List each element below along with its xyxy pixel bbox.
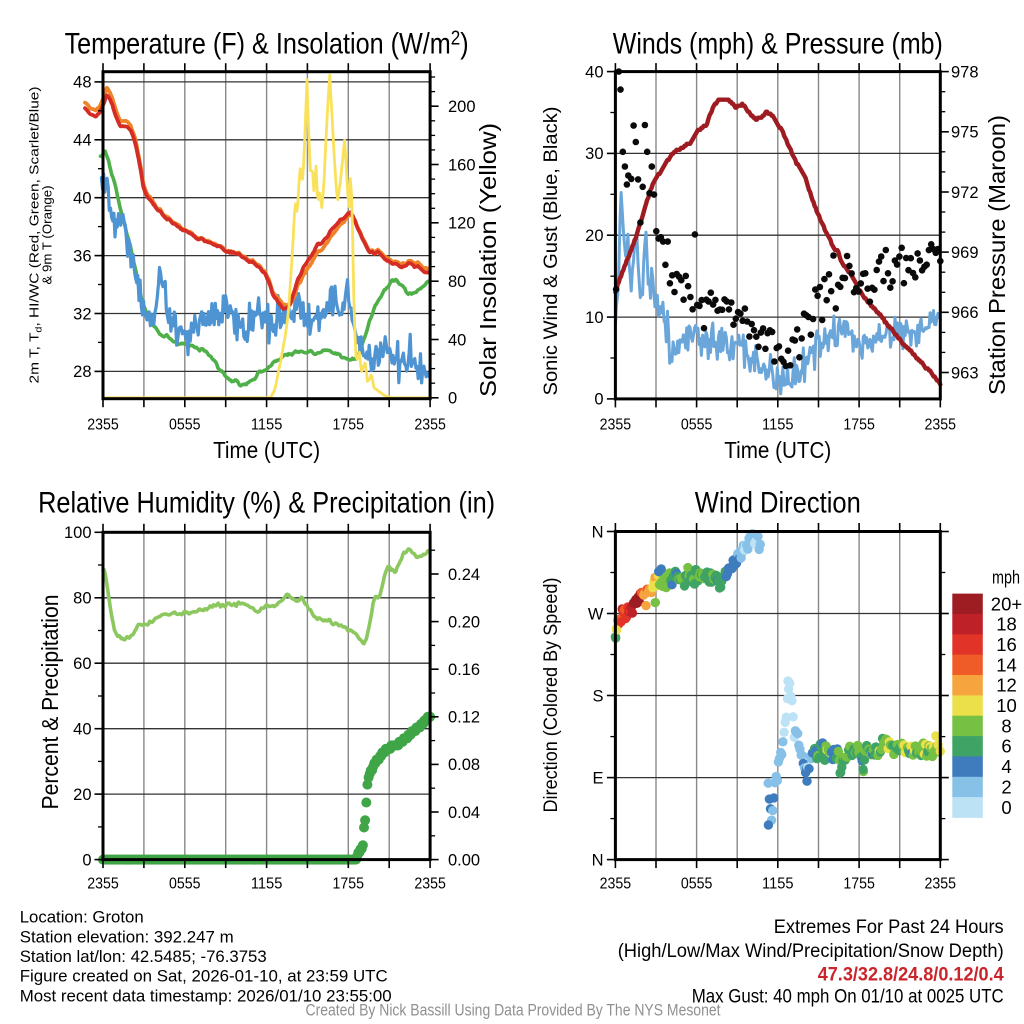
svg-text:200: 200 [448, 98, 476, 116]
svg-text:100: 100 [64, 524, 92, 542]
svg-text:Figure created on Sat, 2026-01: Figure created on Sat, 2026-01-10, at 23… [20, 967, 388, 986]
svg-text:Percent & Precipitation: Percent & Precipitation [37, 595, 63, 810]
svg-text:80: 80 [73, 590, 91, 608]
svg-text:6: 6 [1001, 736, 1011, 757]
svg-text:0.04: 0.04 [448, 804, 480, 822]
svg-text:16: 16 [996, 634, 1017, 655]
svg-text:0: 0 [1001, 797, 1011, 818]
svg-text:47.3/32.8/24.8/0.12/0.4: 47.3/32.8/24.8/0.12/0.4 [818, 964, 1004, 985]
svg-text:0.00: 0.00 [448, 851, 480, 869]
svg-text:0.12: 0.12 [448, 709, 480, 727]
svg-text:44: 44 [73, 132, 91, 150]
svg-text:2355: 2355 [414, 876, 446, 893]
svg-text:S: S [592, 687, 603, 705]
svg-text:Relative Humidity (%) & Precip: Relative Humidity (%) & Precipitation (i… [38, 487, 495, 520]
svg-text:14: 14 [996, 654, 1017, 675]
svg-text:2355: 2355 [87, 417, 119, 434]
svg-text:Created By Nick Bassill Using: Created By Nick Bassill Using Data Provi… [306, 1002, 721, 1020]
svg-text:978: 978 [951, 63, 979, 81]
svg-text:20: 20 [73, 786, 91, 804]
svg-text:N: N [592, 523, 604, 541]
svg-text:20: 20 [585, 227, 603, 245]
svg-text:2355: 2355 [414, 417, 446, 434]
svg-text:2355: 2355 [925, 417, 957, 434]
svg-text:1755: 1755 [333, 876, 365, 893]
svg-text:0.20: 0.20 [448, 613, 480, 631]
svg-text:1155: 1155 [762, 876, 794, 893]
svg-text:2m T, Td, HI/WC (Red, Green, S: 2m T, Td, HI/WC (Red, Green, Scarlet/Blu… [27, 87, 44, 384]
svg-text:Direction (Colored By Speed): Direction (Colored By Speed) [541, 578, 562, 813]
svg-text:0.08: 0.08 [448, 756, 480, 774]
svg-text:0: 0 [448, 390, 457, 408]
svg-text:0555: 0555 [681, 417, 713, 434]
svg-text:120: 120 [448, 215, 476, 233]
svg-text:80: 80 [448, 273, 466, 291]
svg-text:2355: 2355 [600, 876, 632, 893]
svg-text:1755: 1755 [843, 417, 875, 434]
svg-text:E: E [592, 769, 603, 787]
svg-text:963: 963 [951, 364, 979, 382]
svg-text:40: 40 [585, 63, 603, 81]
svg-text:N: N [592, 851, 604, 869]
svg-text:2355: 2355 [600, 417, 632, 434]
svg-text:Location: Groton: Location: Groton [20, 908, 144, 927]
svg-text:966: 966 [951, 304, 979, 322]
svg-text:0555: 0555 [169, 417, 201, 434]
svg-text:W: W [588, 605, 604, 623]
svg-text:0555: 0555 [681, 876, 713, 893]
svg-text:1755: 1755 [843, 876, 875, 893]
svg-text:32: 32 [73, 305, 91, 323]
svg-text:10: 10 [585, 309, 603, 327]
svg-text:Time (UTC): Time (UTC) [213, 437, 320, 463]
svg-text:& 9m T (Orange): & 9m T (Orange) [40, 186, 55, 285]
svg-text:0: 0 [594, 391, 603, 409]
svg-text:40: 40 [73, 721, 91, 739]
svg-text:10: 10 [996, 695, 1017, 716]
svg-text:Max Gust: 40 mph On 01/10 at 0: Max Gust: 40 mph On 01/10 at 0025 UTC [692, 986, 1004, 1007]
svg-text:Extremes For Past 24 Hours: Extremes For Past 24 Hours [774, 917, 1004, 938]
svg-text:0: 0 [82, 851, 91, 869]
svg-text:2: 2 [1001, 776, 1011, 797]
svg-text:40: 40 [448, 331, 466, 349]
svg-text:969: 969 [951, 244, 979, 262]
svg-text:Sonic Wind & Gust (Blue, Black: Sonic Wind & Gust (Blue, Black) [541, 107, 562, 396]
svg-text:Station Pressure (Maroon): Station Pressure (Maroon) [984, 115, 1010, 395]
svg-text:Station lat/lon: 42.5485; -76.: Station lat/lon: 42.5485; -76.3753 [20, 947, 267, 966]
svg-text:0555: 0555 [169, 876, 201, 893]
svg-text:40: 40 [73, 190, 91, 208]
svg-text:972: 972 [951, 184, 979, 202]
svg-text:Most recent data timestamp: 20: Most recent data timestamp: 2026/01/10 2… [20, 986, 392, 1005]
svg-text:28: 28 [73, 363, 91, 381]
svg-text:2355: 2355 [925, 876, 957, 893]
svg-text:975: 975 [951, 124, 979, 142]
svg-text:30: 30 [585, 145, 603, 163]
svg-text:36: 36 [73, 247, 91, 265]
svg-text:4: 4 [1001, 756, 1011, 777]
svg-text:Temperature (F) & Insolation (: Temperature (F) & Insolation (W/m2) [65, 28, 469, 61]
svg-text:1755: 1755 [333, 417, 365, 434]
svg-text:20+: 20+ [991, 593, 1022, 614]
svg-text:160: 160 [448, 156, 476, 174]
svg-text:60: 60 [73, 655, 91, 673]
svg-text:0.24: 0.24 [448, 566, 480, 584]
svg-text:48: 48 [73, 74, 91, 92]
svg-text:Time (UTC): Time (UTC) [724, 437, 831, 463]
svg-text:0.16: 0.16 [448, 661, 480, 679]
svg-text:8: 8 [1001, 715, 1011, 736]
svg-text:18: 18 [996, 614, 1017, 635]
svg-text:2355: 2355 [87, 876, 119, 893]
svg-text:Station elevation: 392.247 m: Station elevation: 392.247 m [20, 927, 234, 946]
svg-text:(High/Low/Max Wind/Precipitati: (High/Low/Max Wind/Precipitation/Snow De… [618, 941, 1004, 962]
svg-text:Winds (mph) & Pressure (mb): Winds (mph) & Pressure (mb) [613, 28, 943, 61]
svg-text:1155: 1155 [251, 417, 283, 434]
svg-text:mph: mph [992, 567, 1020, 588]
svg-text:12: 12 [996, 675, 1017, 696]
svg-text:Wind Direction: Wind Direction [695, 487, 861, 520]
svg-text:Solar Insolation (Yellow): Solar Insolation (Yellow) [475, 123, 501, 397]
svg-text:1155: 1155 [762, 417, 794, 434]
svg-text:1155: 1155 [251, 876, 283, 893]
